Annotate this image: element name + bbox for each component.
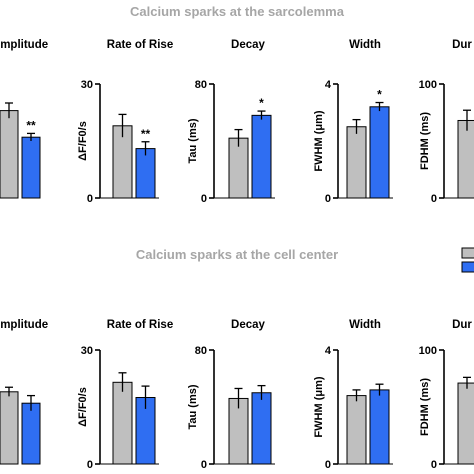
bar-control [346,395,367,465]
bar-control [457,119,474,199]
y-tick-label: 4 [325,79,332,91]
bar-treatment [369,389,390,465]
y-axis-label: ΔF/F0/s [77,121,89,161]
legend-swatch-ctrl [461,247,474,259]
bar-treatment [21,136,41,199]
significance-marker: * [377,88,382,102]
y-tick-label: 30 [81,79,93,91]
bar-treatment [21,402,41,465]
y-tick-label: 100 [419,79,437,91]
y-tick-label: 0 [87,193,93,205]
panel-title: Decay [231,39,265,51]
y-tick-label: 80 [195,79,207,91]
panel-title: Decay [231,319,265,331]
bar-control [346,126,367,199]
y-tick-label: 0 [201,459,207,471]
y-axis-label: FWHM (μm) [313,110,325,171]
panel-decay-1: Decay 0 80 Tau (ms) [187,319,275,471]
significance-marker: ** [26,118,36,132]
panel-dur-0: Dur 0 100 FDHM (ms) [419,39,474,205]
y-tick-label: 0 [201,193,207,205]
y-tick-label: 0 [87,459,93,471]
y-tick-label: 0 [325,193,331,205]
bar-control [228,137,249,199]
section-title-cell-center: Calcium sparks at the cell center [136,247,338,262]
panel-title: Dur [452,39,472,51]
bar-control [0,110,19,199]
panel-amp-1: Amplitude [0,319,48,465]
bar-control [0,391,19,465]
panel-width-1: Width 0 4 FWHM (μm) [313,319,393,471]
y-axis-label: Tau (ms) [187,118,199,163]
bar-control [112,381,133,465]
y-tick-label: 0 [431,459,437,471]
panel-title: Dur [452,319,472,331]
bar-treatment [135,148,156,199]
panel-title: Rate of Rise [107,39,173,51]
bar-control [457,382,474,465]
significance-marker: ** [141,127,151,141]
y-axis-label: Tau (ms) [187,384,199,429]
bar-treatment [369,106,390,199]
y-tick-label: 0 [431,193,437,205]
panel-title: Width [349,319,381,331]
legend-swatch-treat [461,261,474,273]
panel-width-0: Width 0 4 FWHM (μm) * [313,39,393,205]
y-tick-label: 0 [325,459,331,471]
panel-title: Rate of Rise [107,319,173,331]
y-axis-label: FWHM (μm) [313,376,325,437]
significance-marker: * [259,96,264,110]
panel-title: Amplitude [0,319,48,331]
y-tick-label: 80 [195,345,207,357]
y-axis-label: FDHM (ms) [419,112,431,170]
bar-treatment [251,392,272,465]
panel-decay-0: Decay 0 80 Tau (ms) * [187,39,275,205]
panel-dur-1: Dur 0 100 FDHM (ms) [419,319,474,471]
panel-title: Amplitude [0,39,48,51]
y-tick-label: 30 [81,345,93,357]
bar-treatment [251,114,272,199]
panel-rise-0: Rate of Rise 0 30 ΔF/F0/s ** [77,39,173,205]
panel-amp-0: Amplitude ** [0,39,48,199]
y-tick-label: 100 [419,345,437,357]
section-title-sarcolemma: Calcium sparks at the sarcolemma [130,4,345,19]
panel-title: Width [349,39,381,51]
panels-group: Amplitude**Rate of Rise030ΔF/F0/s**Decay… [0,39,474,471]
y-axis-label: ΔF/F0/s [77,387,89,427]
y-tick-label: 4 [325,345,332,357]
panel-rise-1: Rate of Rise 0 30 ΔF/F0/s [77,319,173,471]
y-axis-label: FDHM (ms) [419,378,431,436]
